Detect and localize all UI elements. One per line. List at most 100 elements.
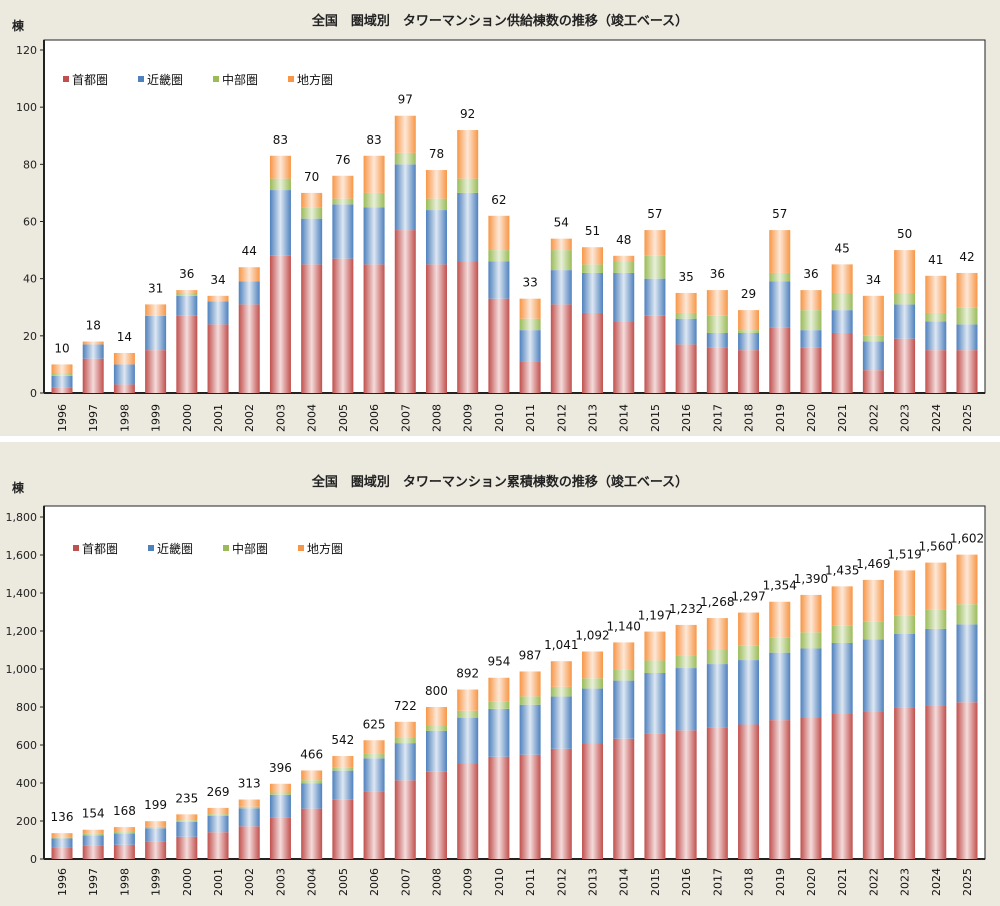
bar-segment-chiho-2001 bbox=[207, 807, 229, 815]
x-tick-label: 2021 bbox=[836, 404, 849, 432]
total-data-label: 10 bbox=[54, 341, 69, 355]
bar-segment-chiho-1996 bbox=[51, 833, 73, 838]
total-data-label: 83 bbox=[366, 133, 381, 147]
x-tick-label: 2016 bbox=[680, 404, 693, 432]
x-tick-label: 1999 bbox=[150, 868, 163, 896]
total-data-label: 168 bbox=[113, 804, 136, 818]
y-tick-label: 1,800 bbox=[6, 511, 38, 524]
bar-segment-chubu-2021 bbox=[831, 625, 853, 643]
bar-segment-chubu-2009 bbox=[457, 710, 479, 718]
bar-segment-chubu-2005 bbox=[332, 767, 354, 771]
total-data-label: 18 bbox=[86, 319, 101, 333]
legend-swatch-shutoken bbox=[73, 545, 79, 551]
total-data-label: 954 bbox=[487, 655, 510, 669]
x-tick-label: 2002 bbox=[243, 404, 256, 432]
bar-segment-kinki-2017 bbox=[706, 332, 728, 348]
bar-segment-kinki-2022 bbox=[862, 639, 884, 712]
bar-segment-shutoken-2012 bbox=[550, 748, 572, 859]
bar-segment-chiho-2017 bbox=[706, 618, 728, 650]
y-tick-label: 600 bbox=[16, 739, 37, 752]
total-data-label: 54 bbox=[554, 216, 569, 230]
x-tick-label: 2008 bbox=[430, 404, 443, 432]
bar-segment-chubu-2022 bbox=[862, 621, 884, 640]
legend-label-chiho: 地方圏 bbox=[307, 541, 343, 556]
total-data-label: 1,232 bbox=[669, 602, 703, 616]
bar-segment-kinki-2014 bbox=[613, 272, 635, 322]
bar-segment-chiho-2003 bbox=[269, 783, 291, 793]
total-data-label: 45 bbox=[835, 241, 850, 255]
bar-segment-kinki-2000 bbox=[176, 821, 198, 837]
total-data-label: 466 bbox=[300, 747, 323, 761]
bar-segment-shutoken-2019 bbox=[769, 327, 791, 393]
x-tick-label: 2009 bbox=[462, 404, 475, 432]
bar-segment-chiho-2007 bbox=[394, 721, 416, 738]
x-tick-label: 2004 bbox=[306, 868, 319, 896]
y-tick-label: 80 bbox=[23, 158, 37, 171]
bar-segment-kinki-2024 bbox=[925, 321, 947, 351]
bar-segment-chiho-2015 bbox=[644, 230, 666, 256]
bar-segment-kinki-2003 bbox=[269, 794, 291, 818]
x-tick-label: 2010 bbox=[493, 404, 506, 432]
y-tick-label: 200 bbox=[16, 815, 37, 828]
bar-segment-chiho-2021 bbox=[831, 264, 853, 293]
bar-segment-chiho-2011 bbox=[519, 298, 541, 319]
bar-segment-chiho-2021 bbox=[831, 586, 853, 626]
bar-segment-shutoken-2000 bbox=[176, 315, 198, 393]
bar-segment-kinki-2012 bbox=[550, 696, 572, 749]
legend-label-kinki: 近畿圏 bbox=[157, 542, 193, 556]
bar-segment-shutoken-2012 bbox=[550, 304, 572, 393]
bar-segment-chiho-2002 bbox=[238, 267, 260, 282]
bar-segment-shutoken-2001 bbox=[207, 832, 229, 859]
y-tick-label: 40 bbox=[23, 273, 37, 286]
total-data-label: 625 bbox=[363, 717, 386, 731]
bar-segment-shutoken-2013 bbox=[582, 743, 604, 859]
x-tick-label: 2013 bbox=[587, 404, 600, 432]
bar-segment-kinki-2005 bbox=[332, 204, 354, 259]
total-data-label: 76 bbox=[335, 153, 350, 167]
bar-segment-shutoken-2000 bbox=[176, 836, 198, 859]
bar-segment-shutoken-2022 bbox=[862, 711, 884, 859]
bar-segment-kinki-2006 bbox=[363, 207, 385, 265]
bar-segment-chiho-1996 bbox=[51, 364, 73, 373]
bar-segment-shutoken-1999 bbox=[145, 841, 167, 859]
bar-segment-chubu-2012 bbox=[550, 686, 572, 697]
bar-segment-shutoken-2020 bbox=[800, 347, 822, 393]
x-tick-label: 2016 bbox=[680, 868, 693, 896]
bar-segment-shutoken-2025 bbox=[956, 702, 978, 859]
bar-segment-shutoken-2002 bbox=[238, 826, 260, 859]
bar-segment-chubu-2011 bbox=[519, 696, 541, 705]
cumulative-chart: 全国 圏域別 タワーマンション累積棟数の推移（竣工ベース） 棟 0 200 400 6… bbox=[6, 474, 986, 896]
bar-segment-shutoken-1998 bbox=[113, 844, 135, 859]
total-data-label: 44 bbox=[242, 244, 257, 258]
legend-swatch-kinki bbox=[138, 76, 144, 82]
x-tick-label: 2022 bbox=[867, 868, 880, 896]
total-data-label: 35 bbox=[678, 270, 693, 284]
x-tick-label: 2002 bbox=[243, 868, 256, 896]
bar-segment-chubu-2024 bbox=[925, 312, 947, 322]
bar-segment-shutoken-2021 bbox=[831, 332, 853, 393]
bar-segment-chubu-2019 bbox=[769, 272, 791, 282]
total-data-label: 36 bbox=[803, 267, 818, 281]
y-tick-label: 1,400 bbox=[6, 587, 38, 600]
bar-segment-shutoken-1996 bbox=[51, 847, 73, 859]
y-tick-label: 60 bbox=[23, 216, 37, 229]
bar-segment-chiho-2022 bbox=[862, 295, 884, 336]
bar-segment-kinki-1999 bbox=[145, 828, 167, 842]
x-tick-label: 2007 bbox=[399, 404, 412, 432]
bar-segment-kinki-2008 bbox=[425, 210, 447, 265]
bar-segment-kinki-2009 bbox=[457, 192, 479, 262]
bar-segment-kinki-2016 bbox=[675, 668, 697, 731]
bar-segment-chubu-2006 bbox=[363, 192, 385, 208]
bar-segment-shutoken-2015 bbox=[644, 733, 666, 859]
bar-segment-kinki-2017 bbox=[706, 664, 728, 728]
bar-segment-shutoken-2018 bbox=[738, 350, 760, 393]
legend-swatch-chiho bbox=[298, 545, 304, 551]
x-tick-label: 1996 bbox=[56, 868, 69, 896]
bar-segment-chubu-2014 bbox=[613, 261, 635, 273]
bar-segment-chiho-1999 bbox=[145, 304, 167, 316]
bar-segment-kinki-2015 bbox=[644, 278, 666, 316]
bar-segment-chubu-1998 bbox=[113, 832, 135, 834]
bar-segment-kinki-2002 bbox=[238, 281, 260, 305]
legend-swatch-kinki bbox=[148, 545, 154, 551]
total-data-label: 31 bbox=[148, 281, 163, 295]
